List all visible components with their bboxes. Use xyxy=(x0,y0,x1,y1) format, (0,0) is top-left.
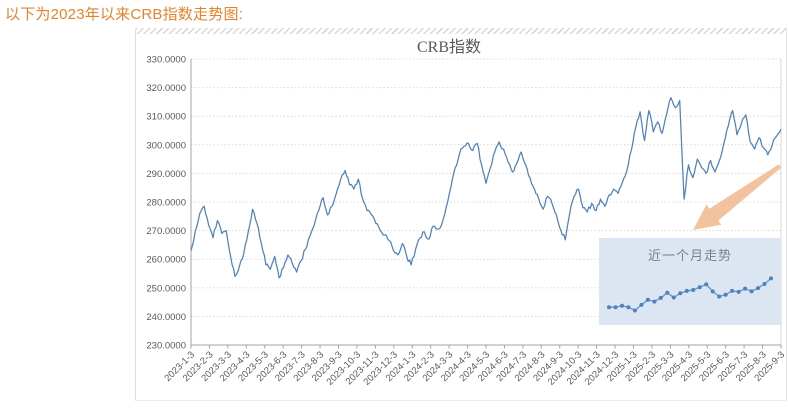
y-tick-label: 280.0000 xyxy=(146,198,186,209)
y-tick-label: 330.0000 xyxy=(146,55,186,66)
crb-line-chart: 330.0000 320.0000 310.0000 300.0000 290.0000… xyxy=(146,38,786,388)
inset-series-markers xyxy=(607,276,773,313)
y-tick-label: 270.0000 xyxy=(146,226,186,237)
chart-title: CRB指数 xyxy=(417,38,481,56)
y-tick-label: 300.0000 xyxy=(146,140,186,151)
y-tick-label: 240.0000 xyxy=(146,312,186,323)
y-axis-labels: 330.0000 320.0000 310.0000 300.0000 290.0000… xyxy=(146,55,186,352)
inset-panel xyxy=(599,238,781,325)
inset-mini-chart xyxy=(599,238,781,325)
y-tick-label: 320.0000 xyxy=(146,83,186,94)
crb-index-line xyxy=(190,96,782,279)
arrow-shape xyxy=(693,164,782,230)
header-text: 以下为2023年以来CRB指数走势图: xyxy=(5,6,244,23)
crb-chart-container: 330.0000 320.0000 310.0000 300.0000 290.0000… xyxy=(135,28,787,401)
plot-layer: 330.0000 320.0000 310.0000 300.0000 290.0000… xyxy=(146,55,786,388)
y-tick-label: 310.0000 xyxy=(146,112,186,123)
y-tick-label: 260.0000 xyxy=(146,255,186,266)
annotation-arrow xyxy=(693,164,782,230)
inset-title: 近一个月走势 xyxy=(648,248,732,263)
y-tick-label: 250.0000 xyxy=(146,283,186,294)
y-tick-label: 290.0000 xyxy=(146,169,186,180)
crb-series-line xyxy=(190,96,782,279)
x-axis-labels: 2023-1-32023-2-32023-3-32023-4-32023-5-3… xyxy=(162,349,786,387)
chart-top-hatch-border xyxy=(136,28,786,34)
y-tick-label: 230.0000 xyxy=(146,341,186,352)
